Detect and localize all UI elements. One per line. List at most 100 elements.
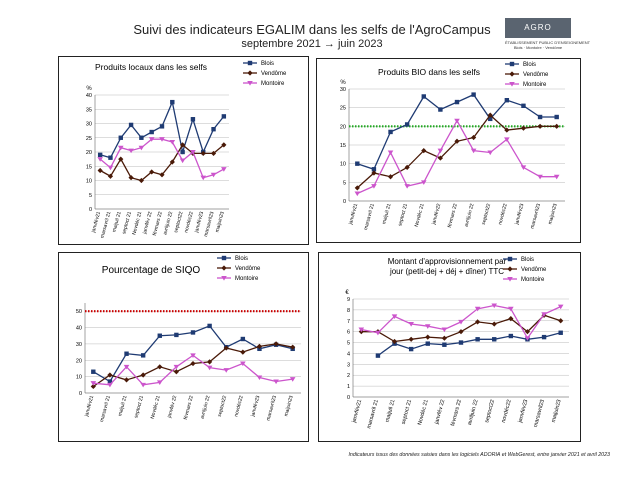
series-montoire xyxy=(354,118,560,197)
x-tick-label: novdéc22 xyxy=(497,203,508,226)
y-tick-label: 10 xyxy=(76,375,82,381)
x-tick-label: févmars 22 xyxy=(450,399,463,427)
data-point xyxy=(207,323,212,329)
data-point xyxy=(140,353,146,358)
x-tick-label: septoct22 xyxy=(217,395,228,418)
x-tick-label: janvfév21 xyxy=(90,211,102,234)
data-point xyxy=(157,333,162,338)
y-tick-label: 35 xyxy=(86,107,92,113)
x-tick-label: septoct22 xyxy=(481,203,492,226)
x-tick-label: avriljuin 22 xyxy=(467,399,480,426)
x-tick-label: maijuil 21 xyxy=(385,399,397,423)
chart-bio: Produits BIO dans les selfs% 0 5 10 15 20 25 30… xyxy=(340,61,565,231)
data-point xyxy=(441,335,447,341)
x-tick-label: novdéc22 xyxy=(233,395,244,418)
data-point xyxy=(537,114,543,120)
data-point xyxy=(404,184,410,189)
x-tick-label: maijuil 21 xyxy=(381,203,392,225)
data-point xyxy=(221,167,227,172)
x-tick-label: janvfév23 xyxy=(514,203,526,226)
data-point xyxy=(108,155,113,160)
y-tick-label: 4 xyxy=(347,351,350,357)
data-point xyxy=(554,123,560,129)
data-point xyxy=(107,372,113,378)
data-point xyxy=(128,175,134,181)
chart-title: Produits locaux dans les selfs xyxy=(95,62,207,72)
y-tick-label: 10 xyxy=(340,162,346,168)
data-point xyxy=(391,314,398,320)
legend-marker xyxy=(507,266,513,272)
series-line xyxy=(99,138,225,179)
data-point xyxy=(388,129,393,135)
data-point xyxy=(474,306,481,312)
data-point xyxy=(138,145,145,151)
x-tick-label: Novdéc 21 xyxy=(414,203,426,228)
legend-marker xyxy=(247,81,253,86)
chart-title: Montant d'approvisionnement par xyxy=(388,257,507,266)
x-tick-label: septoct22 xyxy=(484,399,496,424)
legend-marker xyxy=(247,70,253,76)
data-point xyxy=(223,368,230,373)
legend-label: Montoire xyxy=(235,276,259,282)
data-point xyxy=(210,150,217,157)
series-montoire xyxy=(97,137,227,181)
data-point xyxy=(371,167,377,172)
x-tick-label: janvfév23 xyxy=(194,211,206,234)
data-point xyxy=(558,318,564,324)
x-tick-label: maijuin23 xyxy=(551,399,563,423)
data-point xyxy=(554,114,559,120)
data-point xyxy=(159,124,165,129)
data-point xyxy=(504,98,510,103)
legend-marker xyxy=(509,71,515,77)
data-point xyxy=(139,135,144,140)
series-montoire xyxy=(358,303,564,341)
x-tick-label: maijuil 21 xyxy=(111,211,122,233)
legend-label: Blois xyxy=(521,257,534,263)
data-point xyxy=(190,360,196,367)
data-point xyxy=(148,137,155,142)
data-point xyxy=(128,122,134,128)
data-point xyxy=(169,140,176,145)
logo-line-1: ÉTABLISSEMENT PUBLIC D'ENSEIGNEMENT xyxy=(505,40,591,45)
data-point xyxy=(425,341,430,346)
legend-label: Vendôme xyxy=(261,71,287,77)
data-point xyxy=(190,330,196,335)
x-tick-label: marsavril 21 xyxy=(366,399,380,429)
data-point xyxy=(537,174,543,180)
data-point xyxy=(117,145,124,151)
legend-marker xyxy=(507,277,513,282)
data-point xyxy=(508,306,514,312)
axis-unit: % xyxy=(86,86,92,92)
x-tick-label: avriljuin 22 xyxy=(464,203,476,228)
data-point xyxy=(387,174,394,180)
data-point xyxy=(541,312,547,317)
x-tick-label: septoct 21 xyxy=(121,211,133,235)
x-tick-label: févmars 22 xyxy=(183,395,195,421)
y-tick-label: 30 xyxy=(86,122,92,128)
x-tick-label: marsavril23 xyxy=(530,203,543,230)
data-point xyxy=(107,165,114,171)
data-point xyxy=(159,172,165,178)
data-point xyxy=(420,180,427,185)
x-tick-label: marsavril23 xyxy=(266,395,279,422)
data-point xyxy=(240,336,246,342)
x-tick-label: septoct22 xyxy=(173,211,184,234)
data-point xyxy=(557,304,564,310)
data-point xyxy=(438,107,443,112)
data-point xyxy=(487,150,494,156)
data-point xyxy=(180,142,186,148)
data-point xyxy=(558,330,563,335)
logo-line-2: Blois · Montoire · Vendôme xyxy=(513,45,563,50)
series-vendme xyxy=(97,142,227,184)
legend-label: Blois xyxy=(235,256,248,262)
data-point xyxy=(240,349,246,355)
data-point xyxy=(508,333,514,339)
x-tick-label: septoct 21 xyxy=(397,203,409,227)
x-tick-label: janvfév23 xyxy=(250,395,262,418)
data-point xyxy=(408,336,414,342)
data-point xyxy=(524,336,531,341)
data-point xyxy=(404,122,410,127)
axis-unit: € xyxy=(345,290,349,296)
y-tick-label: 3 xyxy=(347,362,350,368)
